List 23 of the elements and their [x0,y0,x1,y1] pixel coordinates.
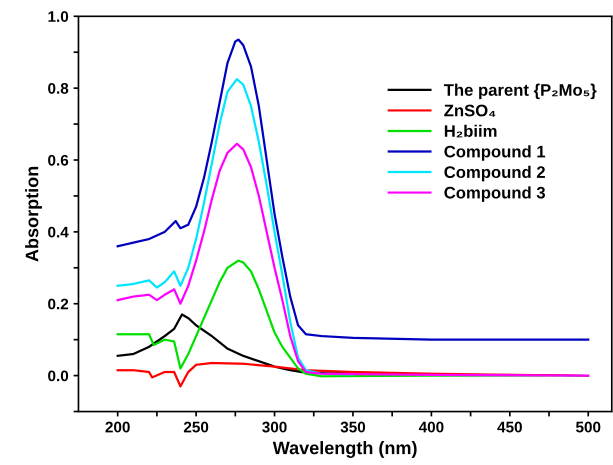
legend-label: Compound 2 [444,166,545,182]
legend-label: H₂biim [444,124,496,138]
x-tick-label: 400 [418,422,444,432]
y-tick-label: 0.6 [48,154,68,166]
y-tick-label: 0.2 [48,298,68,310]
y-axis-title: Absorption [25,166,42,262]
legend-label: Compound 3 [444,186,545,202]
x-axis-title: Wavelength (nm) [272,441,417,458]
x-tick-label: 500 [576,422,600,432]
x-tick-label: 350 [340,422,366,432]
x-tick-label: 200 [105,422,130,432]
x-tick-label: 300 [262,422,287,432]
line-series [116,142,590,377]
legend-label: ZnSO₄ [444,104,496,117]
x-tick-label: 250 [184,422,208,432]
y-tick-label: 0.0 [48,370,68,382]
y-tick-label: 1.0 [48,11,68,22]
y-tick-label: 0.8 [48,83,68,94]
legend-label: Compound 1 [444,145,546,161]
x-tick-label: 450 [497,422,522,432]
legend-label: The parent {P₂Mo₅} [444,84,597,100]
line-series [116,78,354,376]
y-tick-label: 0.4 [48,226,69,238]
